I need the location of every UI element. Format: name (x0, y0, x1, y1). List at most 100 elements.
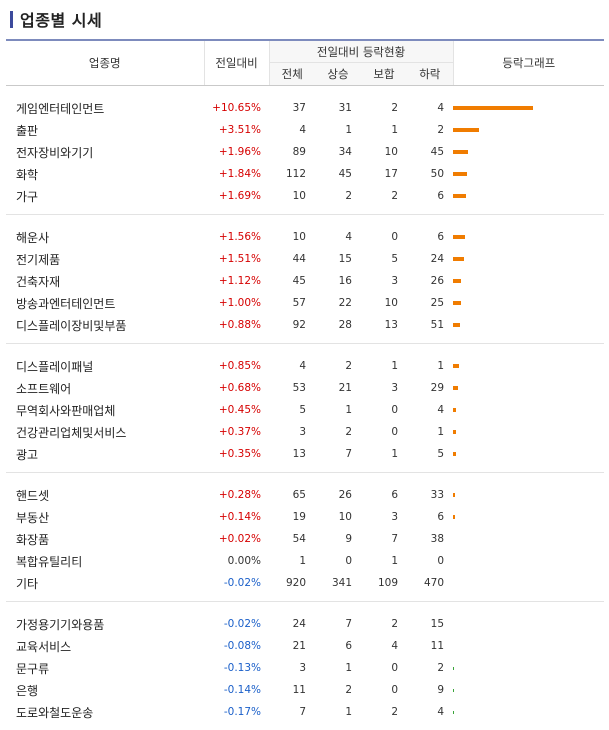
total-count: 57 (269, 292, 315, 314)
sector-name-link[interactable]: 복합유틸리티 (6, 550, 204, 572)
falling-count: 9 (407, 679, 453, 701)
total-count: 1 (269, 550, 315, 572)
total-count: 54 (269, 528, 315, 550)
change-bar (453, 257, 464, 261)
change-rate: +1.51% (204, 248, 269, 270)
change-rate: +0.68% (204, 377, 269, 399)
change-rate: +1.00% (204, 292, 269, 314)
change-graph-cell (453, 528, 604, 550)
total-count: 11 (269, 679, 315, 701)
falling-count: 0 (407, 550, 453, 572)
section-title: 업종별 시세 (10, 8, 102, 30)
sector-name-link[interactable]: 문구류 (6, 657, 204, 679)
sector-name-link[interactable]: 건축자재 (6, 270, 204, 292)
sector-name-link[interactable]: 가구 (6, 185, 204, 207)
rising-count: 341 (315, 572, 361, 594)
header-total[interactable]: 전체 (269, 63, 315, 86)
sector-name-link[interactable]: 교육서비스 (6, 635, 204, 657)
change-graph-cell (453, 679, 604, 701)
header-unchanged[interactable]: 보합 (361, 63, 407, 86)
change-bar (453, 689, 454, 692)
unchanged-count: 2 (361, 701, 407, 723)
sector-name-link[interactable]: 디스플레이장비및부품 (6, 314, 204, 336)
change-rate: +10.65% (204, 97, 269, 119)
change-bar (453, 667, 454, 670)
change-graph-cell (453, 119, 604, 141)
change-bar (453, 323, 460, 327)
falling-count: 24 (407, 248, 453, 270)
sector-name-link[interactable]: 건강관리업체및서비스 (6, 421, 204, 443)
rising-count: 2 (315, 185, 361, 207)
sector-name-link[interactable]: 광고 (6, 443, 204, 465)
falling-count: 5 (407, 443, 453, 465)
change-rate: +1.84% (204, 163, 269, 185)
rising-count: 21 (315, 377, 361, 399)
sector-name-link[interactable]: 무역회사와판매업체 (6, 399, 204, 421)
change-bar (453, 150, 468, 154)
sector-name-link[interactable]: 전자장비와기기 (6, 141, 204, 163)
change-bar (453, 711, 454, 714)
rising-count: 34 (315, 141, 361, 163)
change-rate: +0.85% (204, 355, 269, 377)
change-graph-cell (453, 484, 604, 506)
total-count: 19 (269, 506, 315, 528)
falling-count: 45 (407, 141, 453, 163)
header-sector-name[interactable]: 업종명 (6, 41, 204, 86)
total-count: 5 (269, 399, 315, 421)
change-rate: 0.00% (204, 550, 269, 572)
unchanged-count: 3 (361, 270, 407, 292)
falling-count: 26 (407, 270, 453, 292)
unchanged-count: 109 (361, 572, 407, 594)
sector-name-link[interactable]: 화학 (6, 163, 204, 185)
sector-name-link[interactable]: 소프트웨어 (6, 377, 204, 399)
unchanged-count: 2 (361, 613, 407, 635)
sector-name-link[interactable]: 기타 (6, 572, 204, 594)
total-count: 44 (269, 248, 315, 270)
sector-name-link[interactable]: 화장품 (6, 528, 204, 550)
sector-name-link[interactable]: 방송과엔터테인먼트 (6, 292, 204, 314)
sector-name-link[interactable]: 핸드셋 (6, 484, 204, 506)
total-count: 24 (269, 613, 315, 635)
header-falling[interactable]: 하락 (407, 63, 453, 86)
change-rate: +3.51% (204, 119, 269, 141)
falling-count: 470 (407, 572, 453, 594)
change-rate: -0.02% (204, 613, 269, 635)
sector-name-link[interactable]: 은행 (6, 679, 204, 701)
falling-count: 15 (407, 613, 453, 635)
change-graph-cell (453, 572, 604, 594)
sector-name-link[interactable]: 출판 (6, 119, 204, 141)
change-rate: +1.56% (204, 226, 269, 248)
sector-name-link[interactable]: 게임엔터테인먼트 (6, 97, 204, 119)
change-bar (453, 452, 456, 456)
unchanged-count: 1 (361, 119, 407, 141)
falling-count: 25 (407, 292, 453, 314)
unchanged-count: 4 (361, 635, 407, 657)
rising-count: 22 (315, 292, 361, 314)
group-spacer (6, 723, 604, 730)
header-change[interactable]: 전일대비 (204, 41, 269, 86)
falling-count: 4 (407, 399, 453, 421)
group-spacer (6, 86, 604, 98)
sector-name-link[interactable]: 도로와철도운송 (6, 701, 204, 723)
sector-name-link[interactable]: 가정용기기와용품 (6, 613, 204, 635)
sector-name-link[interactable]: 부동산 (6, 506, 204, 528)
group-spacer (6, 594, 604, 602)
sector-name-link[interactable]: 전기제품 (6, 248, 204, 270)
change-rate: +0.02% (204, 528, 269, 550)
rising-count: 28 (315, 314, 361, 336)
sector-name-link[interactable]: 해운사 (6, 226, 204, 248)
header-rising[interactable]: 상승 (315, 63, 361, 86)
total-count: 45 (269, 270, 315, 292)
sector-name-link[interactable]: 디스플레이패널 (6, 355, 204, 377)
group-spacer (6, 344, 604, 355)
total-count: 920 (269, 572, 315, 594)
